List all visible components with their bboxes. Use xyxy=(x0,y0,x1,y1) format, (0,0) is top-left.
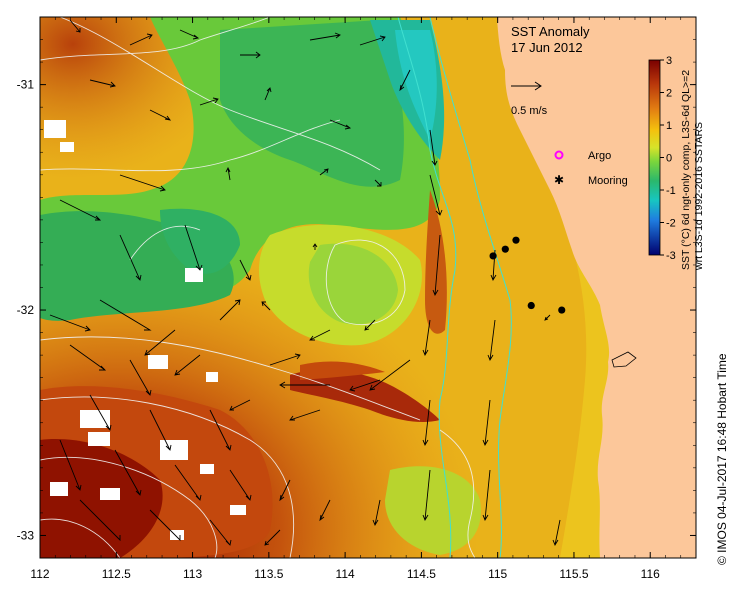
mooring-marker-4 xyxy=(558,306,566,314)
colorbar: 3 2 1 0 -1 -2 -3 SST (°C) 6d ngt-only comp, L3… xyxy=(648,55,705,271)
y-axis: -31-32-33 xyxy=(17,16,696,542)
colorbar-ticks: 3 2 1 0 -1 -2 -3 xyxy=(660,55,676,262)
x-tick-label: 112 xyxy=(30,567,49,581)
mooring-marker-3 xyxy=(527,301,535,310)
colorbar-label-2: wrt L3S-1d 1992-2016 SSTARS xyxy=(693,122,705,271)
imos-credit: © IMOS 04-Jul-2017 16:48 Hobart Time xyxy=(715,353,729,565)
argo-marker-icon xyxy=(554,150,564,160)
x-axis: 112 112.5 113 113.5 114 114.5 115 115.5 116 xyxy=(30,17,697,581)
y-tick-label: -32 xyxy=(17,303,35,317)
colorbar-tick-label: 3 xyxy=(666,55,672,67)
mooring-legend-label: Mooring xyxy=(588,175,628,187)
x-tick-label: 115.5 xyxy=(559,567,588,581)
marker-legend: Argo ✱ Mooring xyxy=(554,150,628,187)
x-tick-label: 113 xyxy=(183,567,202,581)
mooring-marker-0 xyxy=(489,252,497,260)
colorbar-tick-label: -3 xyxy=(666,250,676,262)
current-scale-label: 0.5 m/s xyxy=(511,105,548,117)
x-tick-label: 114 xyxy=(336,567,355,581)
x-tick-label: 114.5 xyxy=(407,567,436,581)
map-title: SST Anomaly xyxy=(511,24,590,39)
x-tick-label: 113.5 xyxy=(254,567,283,581)
colorbar-label-1: SST (°C) 6d ngt-only comp, L3S-6d QL>=2 xyxy=(680,70,692,270)
colorbar-tick-label: 1 xyxy=(666,120,672,132)
y-tick-label: -31 xyxy=(17,78,35,92)
mooring-marker-2 xyxy=(512,236,520,244)
colorbar-tick-label: 0 xyxy=(666,153,672,165)
colorbar-tick-label: -2 xyxy=(666,218,676,230)
sst-anomaly-field xyxy=(40,17,696,558)
x-tick-label: 115 xyxy=(488,567,507,581)
current-vectors xyxy=(49,19,561,547)
current-scale: 0.5 m/s xyxy=(511,81,548,117)
colorbar-tick-label: -1 xyxy=(666,185,676,197)
mooring-marker-1 xyxy=(501,245,509,253)
x-tick-label: 112.5 xyxy=(102,567,131,581)
x-tick-label: 116 xyxy=(641,567,660,581)
mooring-marker-icon: ✱ xyxy=(554,173,564,187)
y-tick-label: -33 xyxy=(17,528,35,542)
colorbar-ramp xyxy=(648,59,661,256)
map-date: 17 Jun 2012 xyxy=(511,40,583,55)
colorbar-tick-label: 2 xyxy=(666,88,672,100)
argo-legend-label: Argo xyxy=(588,150,611,162)
mooring-markers xyxy=(489,236,566,314)
